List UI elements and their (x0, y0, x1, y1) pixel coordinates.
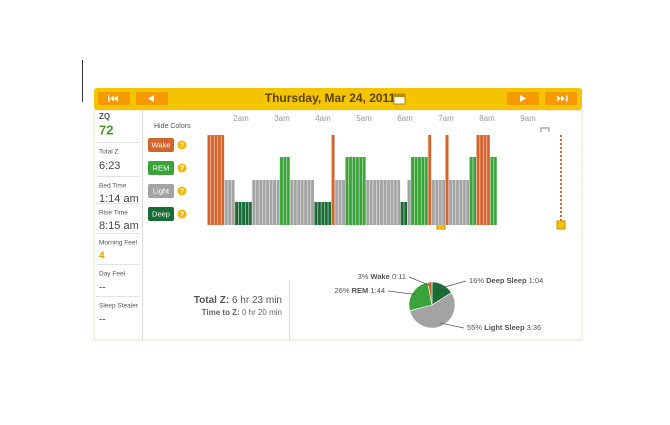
stat-value: 72 (99, 122, 113, 137)
stat-label: Bed Time (99, 183, 127, 190)
calendar-icon[interactable] (393, 93, 406, 105)
nav-next-day[interactable] (507, 92, 539, 105)
legend-label: Light (153, 186, 170, 195)
legend-label: Wake (152, 140, 171, 149)
stat-value: 8:15 am (99, 220, 139, 232)
legend-label: Deep (152, 209, 170, 218)
stat-value: -- (99, 283, 106, 294)
pie-label-part: Wake (371, 272, 390, 281)
header-bar (94, 88, 582, 110)
stat-label: ZQ (99, 112, 110, 121)
pie-label: 55% Light Sleep 3:36 (467, 323, 541, 332)
pie-label-part: 3:36 (527, 323, 542, 332)
stat-value: -- (99, 315, 106, 326)
pie-slice (427, 281, 433, 306)
legend-swatch[interactable] (148, 138, 174, 152)
pie-label: 26% REM 1:44 (335, 286, 385, 295)
nav-next-week[interactable] (545, 92, 577, 105)
stat-value: 1:14 am (99, 193, 139, 205)
time-to-z: Time to Z: 0 hr 20 min (202, 308, 282, 317)
legend-swatch[interactable] (148, 184, 174, 198)
pie-label-part: 3% (358, 272, 369, 281)
rise-marker[interactable] (556, 220, 566, 230)
pie-label-part: 1:44 (370, 286, 385, 295)
pie-slice (409, 292, 456, 329)
pie-leader (439, 322, 465, 329)
help-mark: ? (180, 165, 184, 172)
help-mark: ? (180, 188, 184, 195)
pie-label: 16% Deep Sleep 1:04 (469, 276, 543, 285)
column-texture (207, 130, 497, 225)
pie-leader (387, 290, 416, 295)
stat-label: Sleep Stealer (99, 303, 139, 310)
legend-label: REM (153, 163, 170, 172)
pie-label-part: REM (352, 286, 369, 295)
pie-label-part: Deep Sleep (486, 276, 527, 285)
pie-slice (408, 282, 433, 312)
hour-label: 9am (520, 114, 536, 123)
stat-label: Total Z (99, 149, 119, 156)
help-icon (177, 209, 187, 219)
help-icon (177, 163, 187, 173)
hour-label: 6am (397, 114, 413, 123)
hour-label: 5am (356, 114, 372, 123)
help-mark: ? (180, 142, 184, 149)
legend-swatch[interactable] (148, 207, 174, 221)
pie-label: 3% Wake 0:11 (358, 272, 406, 281)
hour-label: 4am (315, 114, 331, 123)
nav-prev-day[interactable] (136, 92, 168, 105)
pie-label-part: 26% (335, 286, 350, 295)
hour-label: 3am (274, 114, 290, 123)
hour-label: 8am (479, 114, 495, 123)
marker-bracket (540, 127, 550, 132)
hour-label: 2am (233, 114, 249, 123)
stat-value: 6:23 (99, 160, 120, 172)
total-z: Total Z: 6 hr 23 min (194, 295, 282, 306)
pie-label-part: Light Sleep (484, 323, 525, 332)
legend-swatch[interactable] (148, 161, 174, 175)
help-icon (177, 140, 187, 150)
hour-label: 7am (438, 114, 454, 123)
stat-label: Rise Time (99, 210, 128, 217)
pie-leader (441, 280, 467, 289)
pie-label-part: 0:11 (392, 272, 406, 281)
hide-colors[interactable]: Hide Colors (154, 123, 191, 130)
stat-value: 4 (99, 251, 105, 262)
pie-label-part: 1:04 (529, 276, 544, 285)
header-title: Thursday, Mar 24, 2011 (265, 91, 396, 105)
help-icon (177, 186, 187, 196)
stat-label: Day Feel (99, 271, 126, 278)
pie-label-part: 55% (467, 323, 482, 332)
stat-label: Morning Feel (99, 240, 137, 247)
nav-prev-week[interactable] (98, 92, 130, 105)
pie-leader (408, 276, 431, 286)
help-mark: ? (180, 211, 184, 218)
pie-label-part: 16% (469, 276, 484, 285)
